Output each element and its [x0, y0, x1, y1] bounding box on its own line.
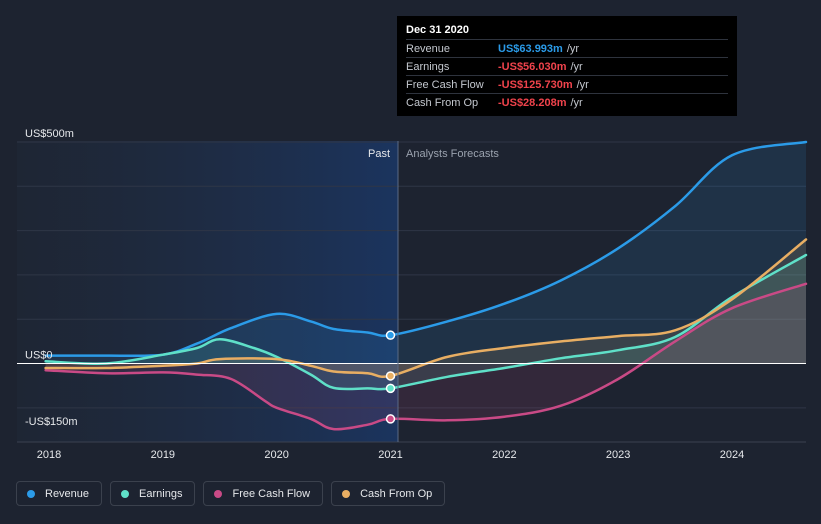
earnings-line [44, 253, 808, 391]
x-tick-label: 2024 [720, 449, 744, 461]
tooltip-row-cash-from-op: Cash From Op -US$28.208m /yr [406, 93, 728, 111]
legend-earnings-button[interactable]: Earnings [110, 481, 196, 506]
free-cash-flow-present-point[interactable] [385, 414, 396, 424]
legend-label: Free Cash Flow [232, 487, 311, 500]
earnings-present-point[interactable] [385, 383, 396, 394]
tooltip-row-earnings: Earnings -US$56.030m /yr [406, 57, 728, 75]
past-label: Past [368, 148, 390, 160]
revenue-present-point[interactable] [385, 330, 396, 340]
legend-revenue-button[interactable]: Revenue [16, 481, 103, 506]
tooltip-value: -US$28.208m [498, 96, 567, 109]
earnings-area [45, 255, 807, 390]
legend-free-cash-flow-button[interactable]: Free Cash Flow [203, 481, 324, 506]
x-tick-label: 2020 [264, 449, 288, 461]
tooltip-unit: /yr [570, 60, 583, 73]
free-cash-flow-line [44, 282, 808, 431]
tooltip-label: Free Cash Flow [406, 78, 484, 91]
legend-dot-icon [214, 489, 223, 498]
tooltip-value: US$63.993m [498, 42, 563, 55]
forecast-label: Analysts Forecasts [406, 148, 499, 160]
revenue-area [45, 142, 807, 364]
tooltip-label: Earnings [406, 60, 450, 73]
revenue-line [44, 140, 808, 358]
legend-dot-icon [121, 489, 130, 498]
legend-label: Cash From Op [360, 487, 433, 500]
legend-label: Revenue [45, 487, 90, 500]
tooltip-unit: /yr [576, 78, 589, 91]
x-tick-label: 2022 [492, 449, 516, 461]
x-tick-label: 2021 [378, 449, 402, 461]
legend: Revenue Earnings Free Cash Flow Cash Fro… [16, 481, 446, 506]
tooltip-value: -US$56.030m [498, 60, 567, 73]
y-tick-label: -US$150m [25, 416, 78, 428]
tooltip: Dec 31 2020 Revenue US$63.993m /yr Earni… [397, 16, 737, 116]
past-region-shade [17, 141, 398, 442]
legend-label: Earnings [139, 487, 183, 500]
tooltip-unit: /yr [570, 96, 583, 109]
tooltip-row-free-cash-flow: Free Cash Flow -US$125.730m /yr [406, 75, 728, 93]
y-tick-label: US$0 [25, 350, 53, 362]
y-tick-label: US$500m [25, 128, 74, 140]
tooltip-row-revenue: Revenue US$63.993m /yr [406, 39, 728, 57]
x-tick-label: 2018 [37, 449, 61, 461]
legend-dot-icon [342, 489, 351, 498]
tooltip-label: Cash From Op [406, 96, 479, 109]
tooltip-date: Dec 31 2020 [406, 24, 469, 36]
legend-cash-from-op-button[interactable]: Cash From Op [331, 481, 446, 506]
cash-from-op-line [44, 238, 808, 379]
tooltip-label: Revenue [406, 42, 451, 55]
x-tick-label: 2019 [151, 449, 175, 461]
x-tick-label: 2023 [606, 449, 630, 461]
cash-from-op-area [45, 239, 807, 377]
tooltip-unit: /yr [566, 42, 580, 55]
legend-dot-icon [27, 489, 35, 498]
cash-from-op-present-point[interactable] [385, 371, 396, 381]
tooltip-value: -US$125.730m [498, 78, 573, 91]
